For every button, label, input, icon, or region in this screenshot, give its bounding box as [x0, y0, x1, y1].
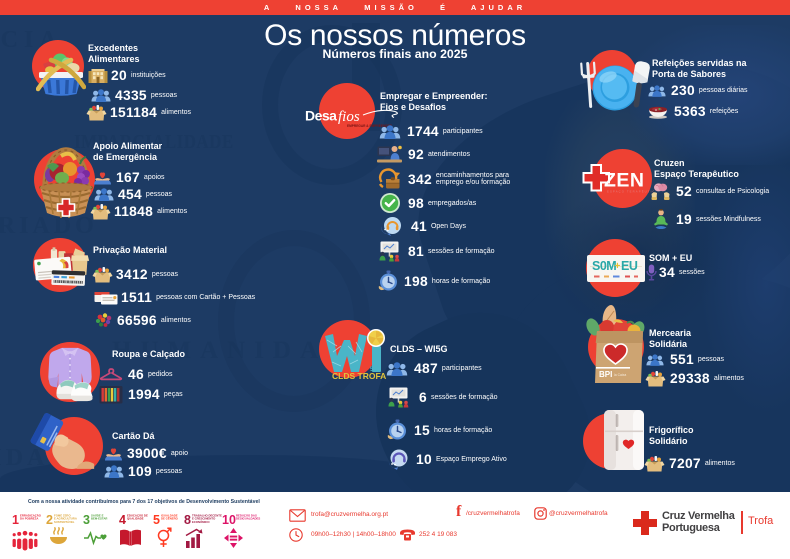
svg-text:E AGRICULTURA: E AGRICULTURA	[54, 517, 77, 521]
svg-text:QUALIDADE: QUALIDADE	[127, 517, 144, 521]
svg-text:ZEN: ZEN	[604, 170, 645, 192]
svg-text:5G: 5G	[370, 366, 379, 373]
svg-text:5: 5	[153, 513, 160, 527]
svg-text:10: 10	[222, 513, 236, 527]
svg-text:REDUÇÃO DAS: REDUÇÃO DAS	[236, 513, 257, 518]
svg-text:SAÚDE E: SAÚDE E	[91, 513, 104, 518]
svg-text:EMPREGAR & EMPREENDER: EMPREGAR & EMPREENDER	[347, 124, 393, 128]
svg-text:BPI: BPI	[599, 370, 612, 379]
svg-text:DA POBREZA: DA POBREZA	[20, 517, 38, 521]
svg-text:BEM-ESTAR: BEM-ESTAR	[91, 517, 107, 521]
svg-text:ECONÔMICO: ECONÔMICO	[192, 519, 210, 524]
svg-text:E CRESCIMENTO: E CRESCIMENTO	[192, 517, 216, 521]
svg-text:8: 8	[184, 513, 191, 527]
svg-text:EU: EU	[621, 259, 638, 273]
svg-text:ERRADICAÇÃO: ERRADICAÇÃO	[20, 513, 42, 518]
svg-text:DE GÊNERO: DE GÊNERO	[161, 516, 179, 521]
svg-text:FOME ZERO: FOME ZERO	[54, 514, 71, 518]
svg-text:la Caixa: la Caixa	[614, 373, 626, 377]
svg-text:SUSTENTÁVEL: SUSTENTÁVEL	[54, 519, 75, 524]
svg-text:1: 1	[12, 513, 19, 527]
svg-text:IGUALDADE: IGUALDADE	[161, 514, 178, 518]
svg-text:Desa: Desa	[305, 108, 337, 124]
svg-text:2: 2	[46, 513, 53, 527]
svg-text:EDUCAÇÃO DE: EDUCAÇÃO DE	[127, 513, 148, 518]
svg-text:CLDS TROFA: CLDS TROFA	[332, 371, 386, 381]
svg-text:+: +	[615, 261, 621, 272]
svg-text:S0M: S0M	[592, 259, 616, 273]
svg-text:fios: fios	[338, 109, 360, 125]
svg-text:DESIGUALDADES: DESIGUALDADES	[236, 517, 260, 521]
svg-text:TRABALHO DECENTE: TRABALHO DECENTE	[192, 514, 222, 518]
svg-text:3: 3	[83, 513, 90, 527]
svg-text:4: 4	[119, 513, 126, 527]
svg-text:ESPAÇO TERAPÊUTICO: ESPAÇO TERAPÊUTICO	[607, 189, 654, 194]
